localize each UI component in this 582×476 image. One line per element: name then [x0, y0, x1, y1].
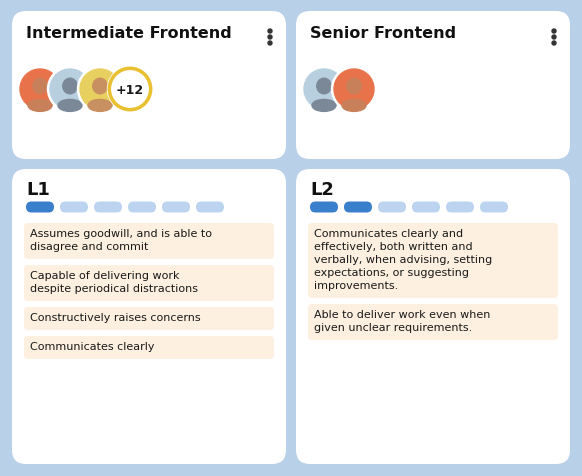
Circle shape [80, 70, 120, 110]
Circle shape [112, 72, 148, 108]
FancyBboxPatch shape [308, 224, 558, 298]
Circle shape [301, 68, 346, 112]
FancyBboxPatch shape [296, 169, 570, 464]
FancyBboxPatch shape [412, 202, 440, 213]
FancyBboxPatch shape [24, 266, 274, 301]
Ellipse shape [312, 100, 336, 112]
Circle shape [48, 68, 93, 112]
Ellipse shape [342, 100, 366, 112]
FancyBboxPatch shape [12, 169, 286, 464]
Text: given unclear requirements.: given unclear requirements. [314, 322, 472, 332]
FancyBboxPatch shape [162, 202, 190, 213]
Circle shape [17, 68, 62, 112]
FancyBboxPatch shape [24, 224, 274, 259]
Text: Constructively raises concerns: Constructively raises concerns [30, 312, 201, 322]
FancyBboxPatch shape [446, 202, 474, 213]
Circle shape [77, 68, 122, 112]
Ellipse shape [63, 79, 77, 95]
Ellipse shape [347, 79, 361, 95]
FancyBboxPatch shape [480, 202, 508, 213]
Ellipse shape [88, 100, 112, 112]
Text: expectations, or suggesting: expectations, or suggesting [314, 268, 469, 278]
FancyBboxPatch shape [94, 202, 122, 213]
Circle shape [552, 42, 556, 46]
Circle shape [50, 70, 90, 110]
Ellipse shape [93, 79, 107, 95]
Text: Communicates clearly and: Communicates clearly and [314, 228, 463, 238]
FancyBboxPatch shape [310, 202, 338, 213]
Text: despite periodical distractions: despite periodical distractions [30, 283, 198, 293]
Text: Assumes goodwill, and is able to: Assumes goodwill, and is able to [30, 228, 212, 238]
FancyBboxPatch shape [378, 202, 406, 213]
FancyBboxPatch shape [308, 304, 558, 340]
FancyBboxPatch shape [12, 12, 286, 159]
Text: Communicates clearly: Communicates clearly [30, 341, 154, 351]
FancyBboxPatch shape [24, 307, 274, 330]
FancyBboxPatch shape [24, 336, 274, 359]
Circle shape [552, 30, 556, 34]
Text: Able to deliver work even when: Able to deliver work even when [314, 309, 491, 319]
FancyBboxPatch shape [196, 202, 224, 213]
Ellipse shape [28, 100, 52, 112]
FancyBboxPatch shape [26, 202, 54, 213]
FancyBboxPatch shape [128, 202, 156, 213]
Text: +12: +12 [116, 83, 144, 96]
Circle shape [334, 70, 374, 110]
Circle shape [332, 68, 377, 112]
Circle shape [268, 30, 272, 34]
FancyBboxPatch shape [60, 202, 88, 213]
Circle shape [552, 36, 556, 40]
Text: disagree and commit: disagree and commit [30, 241, 148, 251]
Text: Capable of delivering work: Capable of delivering work [30, 270, 179, 280]
Text: Senior Frontend: Senior Frontend [310, 27, 456, 41]
Text: Intermediate Frontend: Intermediate Frontend [26, 27, 232, 41]
FancyBboxPatch shape [344, 202, 372, 213]
Text: improvements.: improvements. [314, 280, 398, 290]
FancyBboxPatch shape [296, 12, 570, 159]
Circle shape [268, 42, 272, 46]
Circle shape [20, 70, 60, 110]
Text: L2: L2 [310, 180, 334, 198]
Ellipse shape [58, 100, 82, 112]
Circle shape [108, 68, 152, 112]
Text: verbally, when advising, setting: verbally, when advising, setting [314, 255, 492, 265]
Circle shape [304, 70, 344, 110]
Ellipse shape [33, 79, 47, 95]
Ellipse shape [317, 79, 331, 95]
Text: effectively, both written and: effectively, both written and [314, 241, 473, 251]
Circle shape [268, 36, 272, 40]
Text: L1: L1 [26, 180, 50, 198]
